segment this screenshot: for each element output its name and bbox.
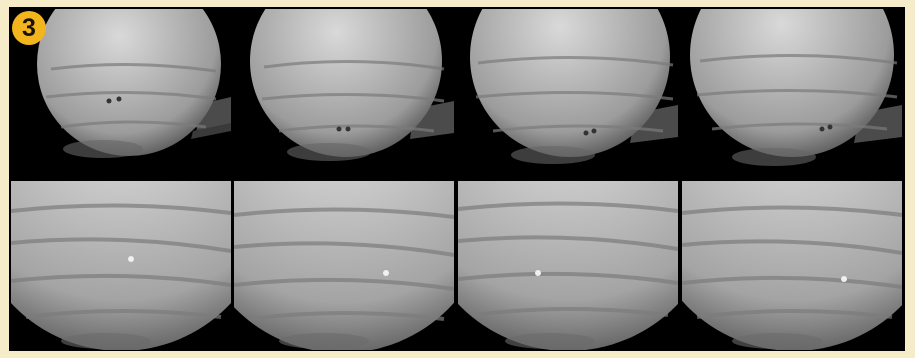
frame-r2c3 <box>458 181 678 350</box>
frame-r1c3 <box>458 9 678 178</box>
frame-r1c1 <box>11 9 231 178</box>
panel-number-label: 3 <box>22 13 36 42</box>
frame-r1c2 <box>234 9 454 178</box>
frame-r2c1 <box>11 181 231 350</box>
frame-r2c2 <box>234 181 454 350</box>
panel-number-badge: 3 <box>12 11 46 45</box>
frame-r1c4 <box>682 9 902 178</box>
frame-r2c4 <box>682 181 902 350</box>
image-grid <box>9 7 905 351</box>
